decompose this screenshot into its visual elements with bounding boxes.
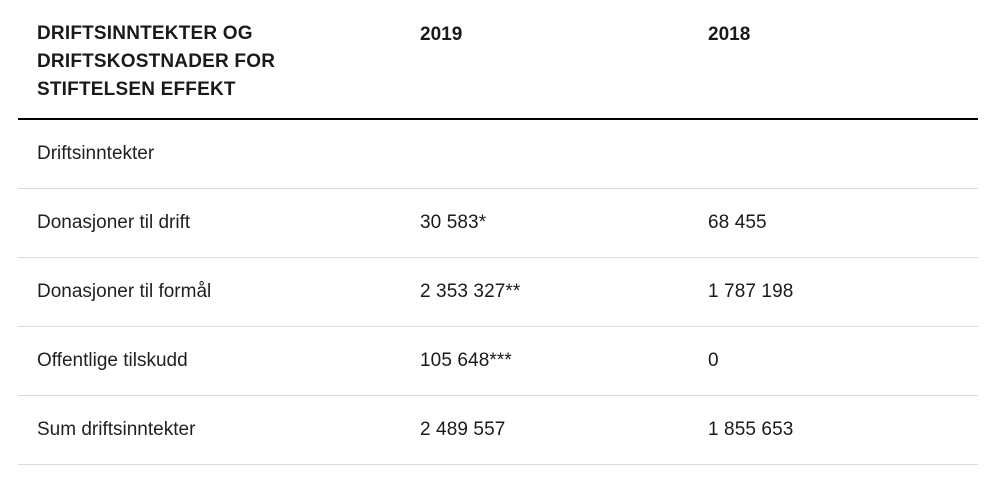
value-2019: 2 489 557 [420,419,506,440]
table-header-row: DRIFTSINNTEKTER OG DRIFTSKOSTNADER FOR S… [18,0,978,120]
row-label: Sum driftsinntekter [37,419,196,440]
column-header-2019: 2019 [420,24,463,45]
value-2018: 1 855 653 [708,419,794,440]
table-row: Donasjoner til formål 2 353 327** 1 787 … [18,258,978,327]
income-statement-table: DRIFTSINNTEKTER OG DRIFTSKOSTNADER FOR S… [18,0,978,465]
value-2019: 2 353 327** [420,281,521,302]
value-2018: 1 787 198 [708,281,794,302]
value-2018: 68 455 [708,212,767,233]
row-label: Donasjoner til drift [37,212,191,233]
table-title: DRIFTSINNTEKTER OG DRIFTSKOSTNADER FOR S… [37,23,276,100]
value-2019: 105 648*** [420,350,512,371]
table-row: Donasjoner til drift 30 583* 68 455 [18,189,978,258]
column-header-2018: 2018 [708,24,751,45]
section-row-driftsinntekter: Driftsinntekter [18,120,978,189]
row-label: Donasjoner til formål [37,281,212,302]
section-label: Driftsinntekter [37,143,155,164]
row-label: Offentlige tilskudd [37,350,188,371]
table-row: Offentlige tilskudd 105 648*** 0 [18,327,978,396]
table-row: Sum driftsinntekter 2 489 557 1 855 653 [18,396,978,465]
value-2018: 0 [708,350,719,371]
value-2019: 30 583* [420,212,487,233]
